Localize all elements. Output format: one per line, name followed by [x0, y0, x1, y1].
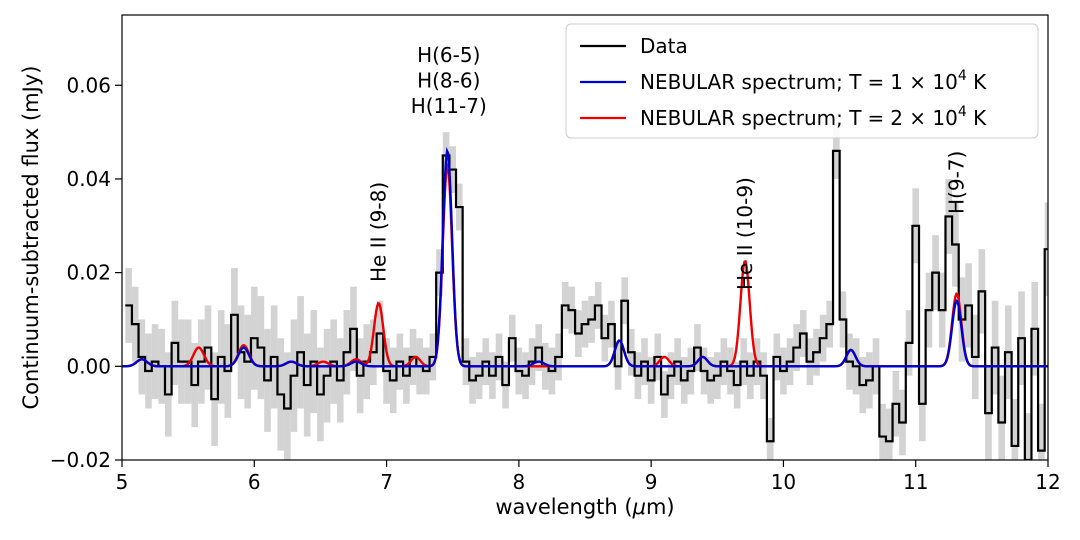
y-tick-label-3: 0.04	[66, 167, 111, 191]
legend-label-nebular-2e4-prefix: NEBULAR spectrum; T	[640, 106, 862, 130]
legend-label-nebular-2e4: NEBULAR spectrum; T = 2 × 104 K	[640, 104, 987, 130]
plot-frame	[121, 14, 1049, 461]
legend-label-nebular-1e4-exponent: 4	[958, 68, 967, 84]
data-uncertainty-bin	[284, 352, 291, 460]
data-step-line	[125, 149, 1048, 460]
legend: Data NEBULAR spectrum; T = 1 × 104 K NEBUL…	[565, 23, 1039, 139]
y-tick-label-1: 0.00	[66, 354, 111, 378]
data-uncertainty-bin	[1024, 413, 1032, 460]
nebular-1e4-line	[122, 146, 1048, 368]
line-annotations: H(6-5)H(8-6)H(11-7) He II (9-8) He II (10-…	[367, 43, 969, 290]
data-uncertainty-bin	[879, 403, 886, 460]
data-uncertainty-bin	[998, 375, 1006, 460]
annotation-h-6-5: H(6-5)	[417, 43, 480, 67]
data-uncertainty-bin	[1038, 403, 1045, 460]
x-axis-title: wavelength (μm)	[495, 495, 674, 519]
legend-label-nebular-1e4: NEBULAR spectrum; T = 1 × 104 K	[640, 68, 987, 94]
x-axis-title-unit: μm)	[632, 495, 675, 519]
x-axis-title-mu: μ	[632, 495, 646, 519]
legend-label-nebular-1e4-value: 1 × 10	[890, 70, 958, 94]
legend-label-nebular-1e4-unit: K	[967, 70, 987, 94]
x-tick-label-12: 12	[1035, 470, 1060, 494]
data-uncertainty-bin	[766, 417, 774, 460]
x-tick-label-11: 11	[903, 470, 928, 494]
axis-ticks: 5 6 7 8 9 10 11 12 −0.02 0.00 0.02 0.04 0.06	[50, 73, 1061, 494]
x-tick-label-5: 5	[116, 470, 129, 494]
x-axis-title-rest: m)	[646, 495, 675, 519]
annotation-he2-10-9: He II (10-9)	[733, 177, 757, 290]
legend-label-data: Data	[640, 34, 688, 58]
legend-label-nebular-1e4-equals: =	[867, 70, 884, 94]
y-tick-label-2: 0.02	[66, 261, 111, 285]
x-tick-label-8: 8	[512, 470, 525, 494]
x-tick-label-10: 10	[771, 470, 796, 494]
series-layer	[122, 146, 1048, 460]
data-uncertainty-bin	[885, 408, 893, 460]
plot-area	[122, 122, 1048, 460]
legend-label-nebular-1e4-prefix: NEBULAR spectrum; T	[640, 70, 862, 94]
y-tick-label-0: −0.02	[50, 448, 111, 472]
x-axis-title-word: wavelength (	[495, 495, 632, 519]
y-tick-label-4: 0.06	[66, 73, 111, 97]
legend-label-nebular-2e4-exponent: 4	[958, 104, 967, 120]
legend-label-nebular-2e4-value: 2 × 10	[890, 106, 958, 130]
legend-label-nebular-2e4-equals: =	[867, 106, 884, 130]
annotation-he2-9-8: He II (9-8)	[367, 182, 391, 282]
annotation-h-9-7: H(9-7)	[945, 151, 969, 214]
x-tick-label-9: 9	[645, 470, 658, 494]
data-uncertainty-bin	[1011, 399, 1019, 460]
x-tick-label-7: 7	[380, 470, 393, 494]
legend-label-nebular-2e4-unit: K	[967, 106, 987, 130]
y-axis-title: Continuum-subtracted flux (mJy)	[19, 66, 43, 410]
annotation-h-11-7: H(11-7)	[411, 94, 487, 118]
legend-box	[565, 23, 1039, 139]
x-tick-label-6: 6	[248, 470, 261, 494]
annotation-h-8-6: H(8-6)	[417, 69, 480, 93]
